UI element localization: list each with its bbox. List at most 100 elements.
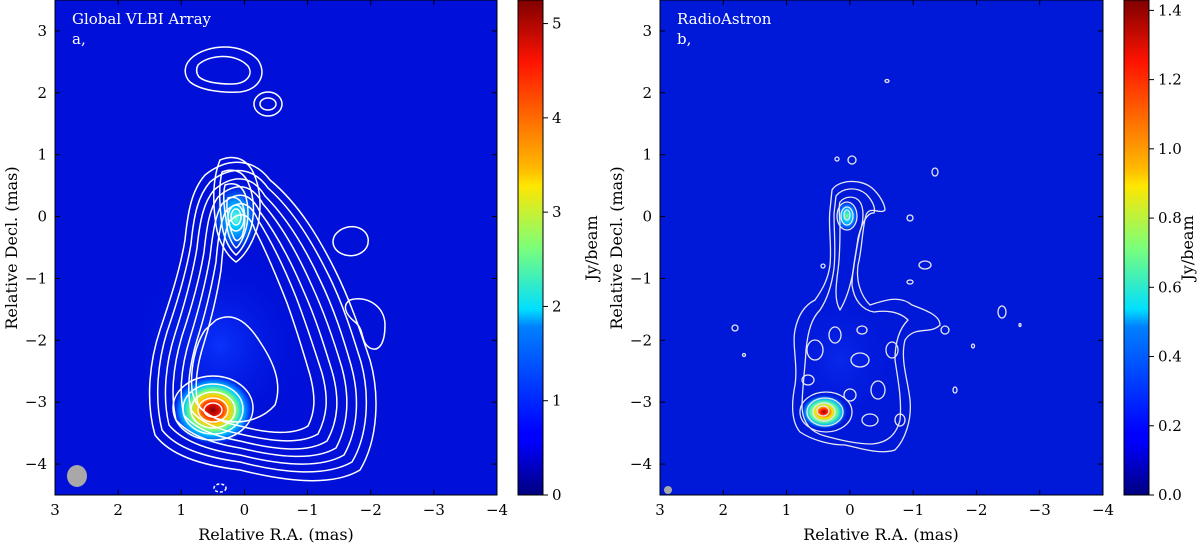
panel-b-ytick-label: 0: [642, 208, 652, 226]
panel-b-label: b,: [677, 30, 691, 48]
panel-a-ytick-label: 3: [37, 22, 47, 40]
panel-a-ytick-label: −2: [25, 331, 47, 349]
panel-b-xtick-label: −1: [902, 501, 924, 519]
panel-b: RadioAstron b, 3 2 1 0 −1 −2 −3 −43210−1−2−3−4 …: [607, 0, 1197, 544]
panel-a-contour: [259, 97, 277, 111]
panel-b-contour: [884, 78, 890, 84]
panel-b-ytick-label: −4: [630, 455, 652, 473]
panel-a-ytick-label: 1: [37, 146, 47, 164]
panel-b-contour: [816, 405, 830, 417]
panel-a-colorbar-tick-label: 1: [552, 392, 562, 410]
panel-a-ytick-label: −3: [25, 393, 47, 411]
panel-a-jet-glow: [130, 250, 310, 440]
panel-a-contour: [195, 55, 251, 85]
panel-a-contour: [195, 214, 315, 434]
panel-b-contour: [731, 324, 739, 332]
panel-b-contour: [834, 156, 840, 162]
panel-b-ytick-label: 3: [642, 22, 652, 40]
panel-b-colorbar-tick-label: 0.4: [1158, 348, 1182, 366]
panel-b-colorbar-tick-label: 0.2: [1158, 417, 1182, 435]
panel-a-contour: [172, 375, 254, 441]
panel-b-contour: [850, 352, 870, 368]
panel-b-contour: [931, 167, 939, 177]
panel-a-contour: [332, 226, 369, 257]
panel-b-xtick-label: −4: [1092, 501, 1114, 519]
panel-a-beam: [67, 465, 87, 487]
panel-b-colorbar-tick-label: 1.2: [1158, 71, 1182, 89]
panel-b-contour: [801, 374, 815, 386]
panel-b-contour: [847, 155, 857, 165]
panel-a-contour: [227, 204, 245, 232]
panel-b-contour: [885, 341, 899, 359]
panel-b-contour: [806, 397, 844, 427]
panel-b-beam: [664, 486, 672, 494]
panel-b-contour: [791, 180, 941, 453]
panel-a-xtick-label: 2: [113, 501, 123, 519]
panel-b-ytick-label: 2: [642, 84, 652, 102]
panel-b-xtick-label: −3: [1029, 501, 1051, 519]
panel-b-contour: [1018, 322, 1022, 328]
panel-b-contour: [952, 386, 958, 394]
panel-a-contour: [197, 397, 229, 423]
panel-a-contour: [253, 91, 283, 117]
panel-b-contour: [856, 325, 868, 335]
panel-a-colorbar: [517, 0, 544, 496]
panel-b-axes: 3 2 1 0 −1 −2 −3 −4 3 2 1 0 −1 −2 −3 −4: [630, 0, 1114, 519]
panel-a-ytick-label: −1: [25, 269, 47, 287]
panel-a-xtick-label: −2: [360, 501, 382, 519]
panel-a-contour: [182, 383, 244, 435]
panel-a-title: Global VLBI Array: [72, 10, 212, 28]
panel-a: Global VLBI Array a, 3 2 1 0 −1 −2 −3 −4 3 2 1 0 −1 −…: [2, 0, 601, 544]
panel-a-colorbar-ticks: 0 1 2 3 4 5: [543, 15, 562, 504]
panel-b-contour: [894, 413, 906, 427]
panel-b-contour: [828, 326, 842, 344]
panel-b-contour: [906, 214, 914, 222]
panel-a-colorbar-tick-label: 0: [552, 486, 562, 504]
panel-b-contour: [970, 343, 976, 349]
panel-a-contour: [213, 483, 227, 493]
panel-b-contour: [801, 188, 909, 445]
panel-a-ylabel: Relative Decl. (mas): [2, 166, 21, 329]
panel-b-colorbar-tick-label: 1.4: [1158, 1, 1182, 19]
panel-b-ytick-label: −3: [630, 393, 652, 411]
panel-a-ytick-label: 2: [37, 84, 47, 102]
panel-b-frame: [659, 0, 1104, 496]
panel-b-contour: [836, 201, 858, 231]
panel-b-xlabel: Relative R.A. (mas): [803, 525, 959, 544]
panel-b-contour: [799, 391, 853, 433]
panel-a-ytick-label: 0: [37, 208, 47, 226]
panel-b-contour: [812, 402, 836, 422]
panel-b-ytick-label: −1: [630, 269, 652, 287]
panel-a-contour: [213, 156, 261, 263]
panel-a-xtick-label: −4: [486, 501, 508, 519]
panel-a-contours: [148, 46, 386, 493]
panel-b-contour: [835, 196, 864, 311]
panel-a-contour: [190, 391, 236, 429]
panel-a-ytick-label: −4: [25, 455, 47, 473]
panel-b-contour: [870, 380, 886, 400]
panel-a-contour: [230, 208, 242, 226]
panel-b-colorbar-ticks: 0.0 0.2 0.4 0.6 0.8 1.0 1.2 1.4: [1149, 1, 1182, 504]
panel-a-contour: [188, 203, 327, 442]
panel-b-colorbar-tick-label: 0.0: [1158, 486, 1182, 504]
panel-a-xtick-label: −3: [423, 501, 445, 519]
panel-a-colorbar-tick-label: 4: [552, 109, 562, 127]
panel-b-ytick-label: −2: [630, 331, 652, 349]
panel-b-contours: [731, 78, 1022, 453]
panel-b-xtick-label: 1: [782, 501, 792, 519]
panel-a-contour: [223, 182, 249, 249]
panel-b-contour: [840, 206, 854, 226]
panel-b-colorbar-tick-label: 0.8: [1158, 209, 1182, 227]
panel-a-contour: [172, 186, 348, 458]
panel-b-colorbar-label: Jy/beam: [1178, 215, 1197, 282]
panel-a-xtick-label: −1: [297, 501, 319, 519]
panel-b-contour: [918, 260, 932, 270]
panel-b-core-glow: [835, 200, 859, 232]
panel-b-colorbar-tick-label: 0.6: [1158, 278, 1182, 296]
panel-a-contour: [148, 161, 377, 482]
panel-b-contour: [861, 413, 879, 427]
panel-b-contour: [997, 305, 1007, 319]
panel-b-xtick-label: 3: [655, 501, 665, 519]
panel-b-contour: [806, 339, 824, 361]
